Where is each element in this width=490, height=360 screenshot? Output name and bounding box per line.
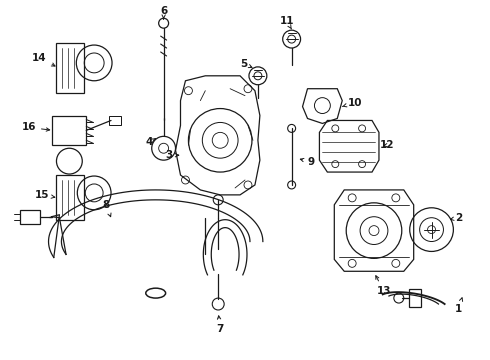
- Text: 4: 4: [145, 137, 155, 147]
- Text: 5: 5: [241, 59, 252, 69]
- Text: 8: 8: [102, 200, 111, 217]
- Text: 12: 12: [380, 140, 394, 150]
- Text: 2: 2: [450, 213, 462, 223]
- Text: 10: 10: [343, 98, 363, 108]
- Text: 7: 7: [217, 316, 224, 334]
- Bar: [56, 175, 84, 220]
- Bar: [409, 289, 420, 307]
- Text: 6: 6: [160, 6, 167, 19]
- Bar: [56, 43, 84, 93]
- Text: 14: 14: [32, 53, 55, 66]
- Text: 13: 13: [376, 276, 391, 296]
- Text: 1: 1: [455, 298, 463, 314]
- Text: 11: 11: [279, 16, 294, 29]
- Bar: [109, 116, 121, 125]
- Bar: [51, 116, 86, 145]
- Text: 9: 9: [300, 157, 315, 167]
- Bar: [20, 210, 40, 224]
- Text: 15: 15: [34, 190, 55, 200]
- Text: 3: 3: [165, 150, 179, 160]
- Text: 16: 16: [22, 122, 49, 132]
